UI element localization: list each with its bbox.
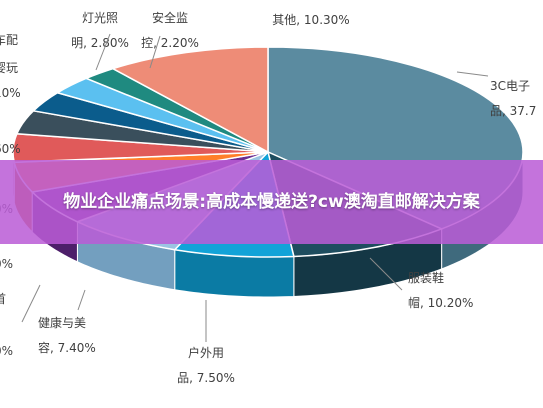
- slice-label-line: 60%: [0, 142, 21, 156]
- slice-label-line: 灯光照: [82, 11, 118, 25]
- slice-label-7-40: 健康与美容, 7.40%: [38, 315, 96, 355]
- banner-title: 物业企业痛点场景:高成本慢递送?cw澳淘直邮解决方案: [63, 192, 480, 212]
- slice-label-10-30: 其他, 10.30%: [272, 13, 349, 27]
- leader-line-6: [149, 35, 161, 69]
- pie-slice-11: [111, 46, 269, 154]
- slice-label-line: 0%: [0, 344, 13, 358]
- slice-label-extra-1: 首: [0, 292, 6, 306]
- slice-label-line: 明, 2.80%: [71, 36, 129, 50]
- slice-label-10-20: 服装鞋帽, 10.20%: [408, 270, 473, 310]
- slice-label-line: 婴玩: [0, 61, 18, 75]
- leader-line-5: [95, 33, 111, 71]
- slice-label-line: 容, 7.40%: [38, 340, 96, 355]
- slice-label-0: 0%: [0, 344, 13, 358]
- slice-label-line: 户外用: [188, 345, 224, 360]
- slice-label-line: 品, 37.7: [490, 104, 536, 118]
- slice-label-line: 10%: [0, 86, 21, 100]
- slice-label-2-20: 安全监控, 2.20%: [141, 10, 199, 50]
- leader-line-0: [456, 71, 489, 77]
- title-banner: 物业企业痛点场景:高成本慢递送?cw澳淘直邮解决方案: [0, 160, 543, 244]
- slice-label-line: 服装鞋: [408, 270, 444, 285]
- slice-label-2-80: 灯光照明, 2.80%: [71, 11, 129, 50]
- slice-label-extra-0: 车配: [0, 32, 18, 47]
- slice-label-3c-37-7: 3C电子品, 37.7: [490, 79, 536, 118]
- slice-label-7-50: 户外用品, 7.50%: [177, 345, 235, 385]
- slice-label-60: 60%: [0, 142, 21, 156]
- slice-label-line: 安全监: [152, 10, 188, 25]
- slice-label-line: 控, 2.20%: [141, 36, 199, 50]
- leader-line-1: [369, 257, 403, 291]
- slice-label-line: 0%: [0, 257, 13, 271]
- slice-label-line: 帽, 10.20%: [408, 295, 473, 310]
- leader-line-4: [21, 284, 41, 323]
- slice-label-10: 婴玩 10%: [0, 61, 21, 100]
- slice-label-0: 0%: [0, 257, 13, 271]
- slice-label-line: 品, 7.50%: [177, 371, 235, 385]
- leader-line-3: [77, 289, 86, 311]
- slice-label-line: 其他, 10.30%: [272, 13, 349, 27]
- slice-label-line: 健康与美: [38, 315, 86, 330]
- slice-label-line: 3C电子: [490, 79, 530, 93]
